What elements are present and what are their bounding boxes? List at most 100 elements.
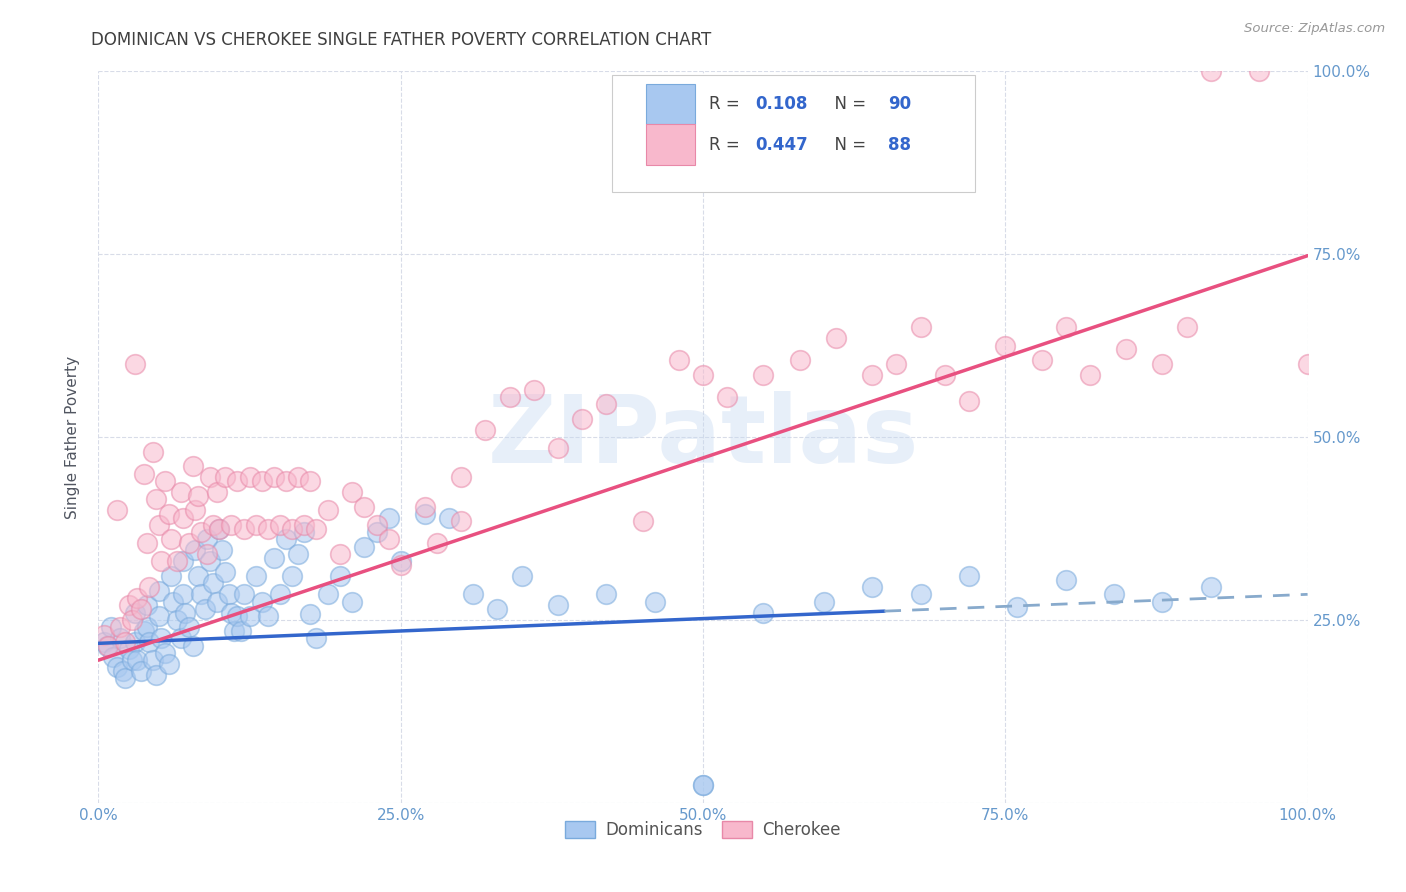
Point bbox=[250, 594, 273, 608]
Point bbox=[142, 653, 165, 667]
Point bbox=[229, 624, 252, 638]
Point bbox=[353, 500, 375, 514]
Point bbox=[305, 632, 328, 646]
Point bbox=[329, 569, 352, 583]
Point bbox=[211, 543, 233, 558]
Point bbox=[222, 624, 245, 638]
Point bbox=[292, 525, 315, 540]
Point bbox=[239, 470, 262, 484]
Point bbox=[166, 554, 188, 568]
Point bbox=[226, 609, 249, 624]
Point bbox=[437, 510, 460, 524]
Point bbox=[124, 635, 146, 649]
Point bbox=[127, 591, 149, 605]
Point bbox=[256, 609, 278, 624]
Text: R =: R = bbox=[709, 95, 745, 113]
Point bbox=[342, 485, 364, 500]
Legend: Dominicans, Cherokee: Dominicans, Cherokee bbox=[558, 814, 848, 846]
Point bbox=[329, 547, 352, 561]
Point bbox=[153, 646, 176, 660]
Point bbox=[138, 635, 160, 649]
Point bbox=[486, 602, 509, 616]
Point bbox=[245, 569, 267, 583]
Point bbox=[181, 639, 204, 653]
Point bbox=[1078, 368, 1101, 382]
Point bbox=[269, 517, 291, 532]
Point bbox=[169, 632, 191, 646]
Point bbox=[214, 470, 236, 484]
Point bbox=[205, 485, 228, 500]
Point bbox=[413, 500, 436, 514]
Point bbox=[160, 533, 183, 547]
Point bbox=[1054, 573, 1077, 587]
Point bbox=[184, 503, 207, 517]
Point bbox=[450, 514, 472, 528]
Point bbox=[187, 569, 209, 583]
Point bbox=[114, 635, 136, 649]
Point bbox=[571, 412, 593, 426]
Point bbox=[148, 583, 170, 598]
Point bbox=[184, 543, 207, 558]
Point bbox=[129, 602, 152, 616]
Point bbox=[305, 521, 328, 535]
Point bbox=[202, 517, 225, 532]
Point bbox=[239, 609, 262, 624]
Point bbox=[547, 599, 569, 613]
Point bbox=[752, 368, 775, 382]
Point bbox=[1007, 599, 1029, 614]
Point bbox=[157, 657, 180, 671]
Point bbox=[668, 353, 690, 368]
Point bbox=[934, 368, 956, 382]
Point bbox=[166, 613, 188, 627]
Point bbox=[157, 507, 180, 521]
Point bbox=[190, 587, 212, 601]
Point bbox=[299, 474, 322, 488]
Point bbox=[129, 664, 152, 678]
Point bbox=[263, 550, 285, 565]
Point bbox=[281, 569, 304, 583]
Point bbox=[377, 533, 399, 547]
Point bbox=[232, 521, 254, 535]
Point bbox=[1152, 357, 1174, 371]
Point bbox=[910, 587, 932, 601]
Point bbox=[153, 474, 176, 488]
Point bbox=[510, 569, 533, 583]
Text: ZIPatlas: ZIPatlas bbox=[488, 391, 918, 483]
Point bbox=[292, 517, 315, 532]
Point bbox=[208, 521, 231, 535]
Point bbox=[269, 587, 291, 601]
Text: 0.108: 0.108 bbox=[755, 95, 807, 113]
Point bbox=[1115, 343, 1137, 357]
Point bbox=[172, 554, 194, 568]
Point bbox=[1249, 64, 1271, 78]
Point bbox=[111, 664, 134, 678]
Text: Source: ZipAtlas.com: Source: ZipAtlas.com bbox=[1244, 22, 1385, 36]
Point bbox=[169, 485, 191, 500]
Point bbox=[256, 521, 278, 535]
Point bbox=[342, 594, 364, 608]
Point bbox=[547, 441, 569, 455]
Point bbox=[1199, 64, 1222, 78]
Point bbox=[162, 594, 184, 608]
Point bbox=[93, 627, 115, 641]
Point bbox=[463, 587, 485, 601]
Point bbox=[135, 620, 157, 634]
Text: N =: N = bbox=[824, 136, 872, 153]
Y-axis label: Single Father Poverty: Single Father Poverty bbox=[65, 356, 80, 518]
Point bbox=[96, 639, 118, 653]
Point bbox=[1102, 587, 1125, 601]
Point bbox=[450, 470, 472, 484]
Point bbox=[195, 547, 218, 561]
Point bbox=[194, 602, 217, 616]
Point bbox=[105, 503, 128, 517]
Point bbox=[134, 467, 156, 481]
Point bbox=[299, 607, 322, 621]
Point bbox=[595, 397, 617, 411]
Point bbox=[316, 503, 339, 517]
Point bbox=[221, 606, 243, 620]
Point bbox=[886, 357, 908, 371]
Point bbox=[1031, 353, 1053, 368]
Point bbox=[114, 672, 136, 686]
Point bbox=[148, 609, 170, 624]
Text: 88: 88 bbox=[889, 136, 911, 153]
